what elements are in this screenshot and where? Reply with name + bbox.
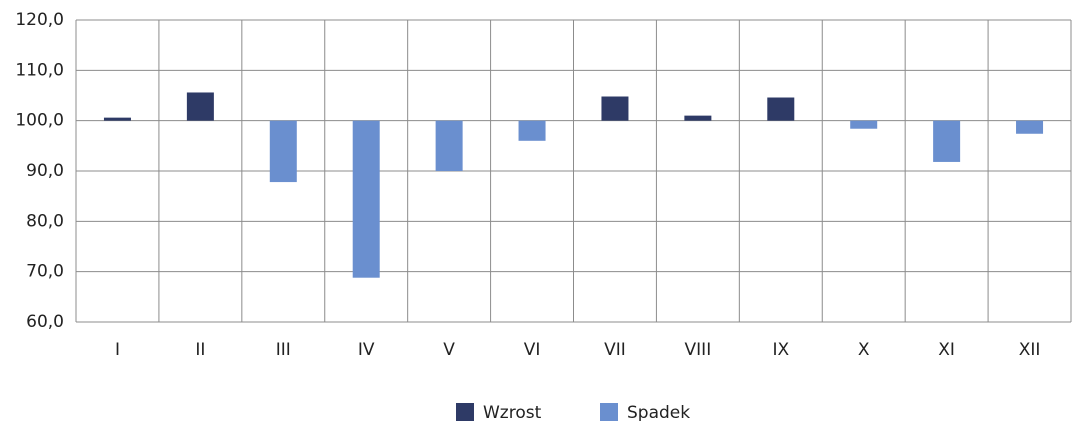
- x-tick-label: XII: [1019, 340, 1041, 360]
- x-tick-label: I: [115, 340, 120, 360]
- legend-swatch: [456, 403, 474, 421]
- y-tick-label: 110,0: [15, 60, 64, 80]
- legend-label: Wzrost: [483, 403, 542, 421]
- legend-swatch: [600, 403, 618, 421]
- x-tick-label: VIII: [685, 340, 712, 360]
- bar: [103, 117, 131, 121]
- bar: [435, 120, 463, 171]
- bar: [850, 120, 878, 129]
- legend-label: Spadek: [627, 403, 690, 421]
- y-tick-label: 120,0: [15, 10, 64, 30]
- y-tick-label: 60,0: [26, 312, 64, 332]
- bar: [684, 115, 712, 121]
- bar: [933, 120, 961, 162]
- bar: [352, 120, 380, 278]
- x-tick-label: VII: [604, 340, 626, 360]
- y-tick-label: 100,0: [15, 111, 64, 131]
- x-tick-label: III: [276, 340, 291, 360]
- y-tick-label: 90,0: [26, 161, 64, 181]
- x-tick-label: IV: [358, 340, 375, 360]
- bar: [518, 120, 546, 141]
- bar: [269, 120, 297, 183]
- bar: [601, 96, 629, 121]
- x-tick-label: IX: [772, 340, 789, 360]
- y-tick-label: 70,0: [26, 262, 64, 282]
- x-tick-label: X: [858, 340, 870, 360]
- x-tick-label: II: [195, 340, 205, 360]
- y-tick-label: 80,0: [26, 211, 64, 231]
- x-tick-label: VI: [524, 340, 541, 360]
- bar: [186, 92, 214, 121]
- bar: [1016, 120, 1044, 134]
- bar: [767, 97, 795, 121]
- x-tick-label: V: [443, 340, 455, 360]
- x-tick-label: XI: [938, 340, 955, 360]
